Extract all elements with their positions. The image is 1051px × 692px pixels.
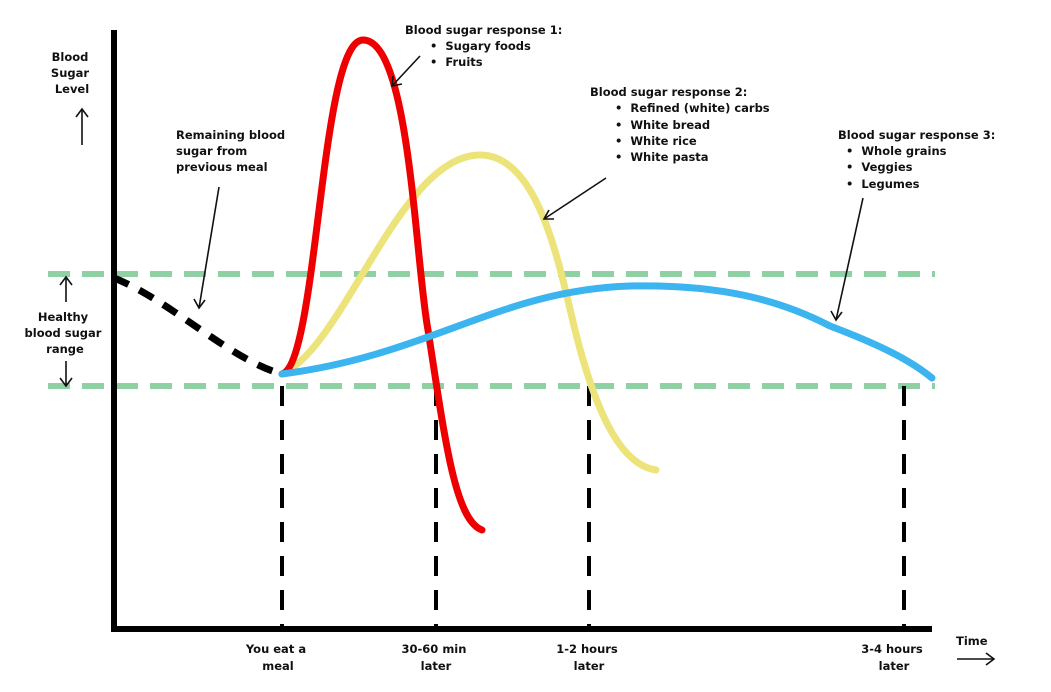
response-2-item: • Refined (white) carbs: [615, 101, 770, 115]
healthy-range-label: Healthy blood sugar range: [25, 310, 106, 356]
response-2-pointer-arrow-icon: [542, 177, 607, 220]
response-2-item: • White bread: [615, 118, 710, 132]
response-3-item: • Whole grains: [846, 144, 947, 158]
y-axis-up-arrow-icon: [75, 107, 89, 145]
response-1-title: Blood sugar response 1:: [405, 23, 562, 37]
time-marker-label-1-2-hours: 1-2 hours later: [556, 642, 622, 673]
response-3-pointer-arrow-icon: [830, 197, 864, 322]
response-3-item: • Legumes: [846, 177, 920, 191]
response-2-title: Blood sugar response 2:: [590, 85, 747, 99]
time-marker-label-3-4-hours: 3-4 hours later: [861, 642, 927, 673]
response-3-item: • Veggies: [846, 160, 913, 174]
healthy-range-up-arrow-icon: [59, 275, 73, 302]
x-axis-label: Time: [956, 634, 988, 648]
response-1-item: • Sugary foods: [430, 39, 531, 53]
response-1-pointer-arrow-icon: [391, 55, 421, 87]
response-2-item: • White rice: [615, 134, 697, 148]
response-2-curve: [278, 151, 660, 474]
remaining-sugar-pointer-arrow-icon: [193, 186, 220, 310]
y-axis-label: Blood Sugar Level: [51, 50, 93, 96]
response-1-item: • Fruits: [430, 55, 483, 69]
response-1-curve: [278, 36, 486, 534]
response-3-curve: [278, 282, 936, 382]
healthy-range-down-arrow-icon: [59, 361, 73, 388]
x-axis-right-arrow-icon: [957, 652, 996, 666]
response-2-item: • White pasta: [615, 150, 709, 164]
remaining-sugar-label: Remaining blood sugar from previous meal: [176, 128, 289, 174]
time-marker-label-meal: You eat a meal: [245, 642, 310, 673]
time-marker-label-30-60-min: 30-60 min later: [402, 642, 471, 673]
response-3-title: Blood sugar response 3:: [838, 128, 995, 142]
previous-meal-curve: [112, 274, 283, 378]
